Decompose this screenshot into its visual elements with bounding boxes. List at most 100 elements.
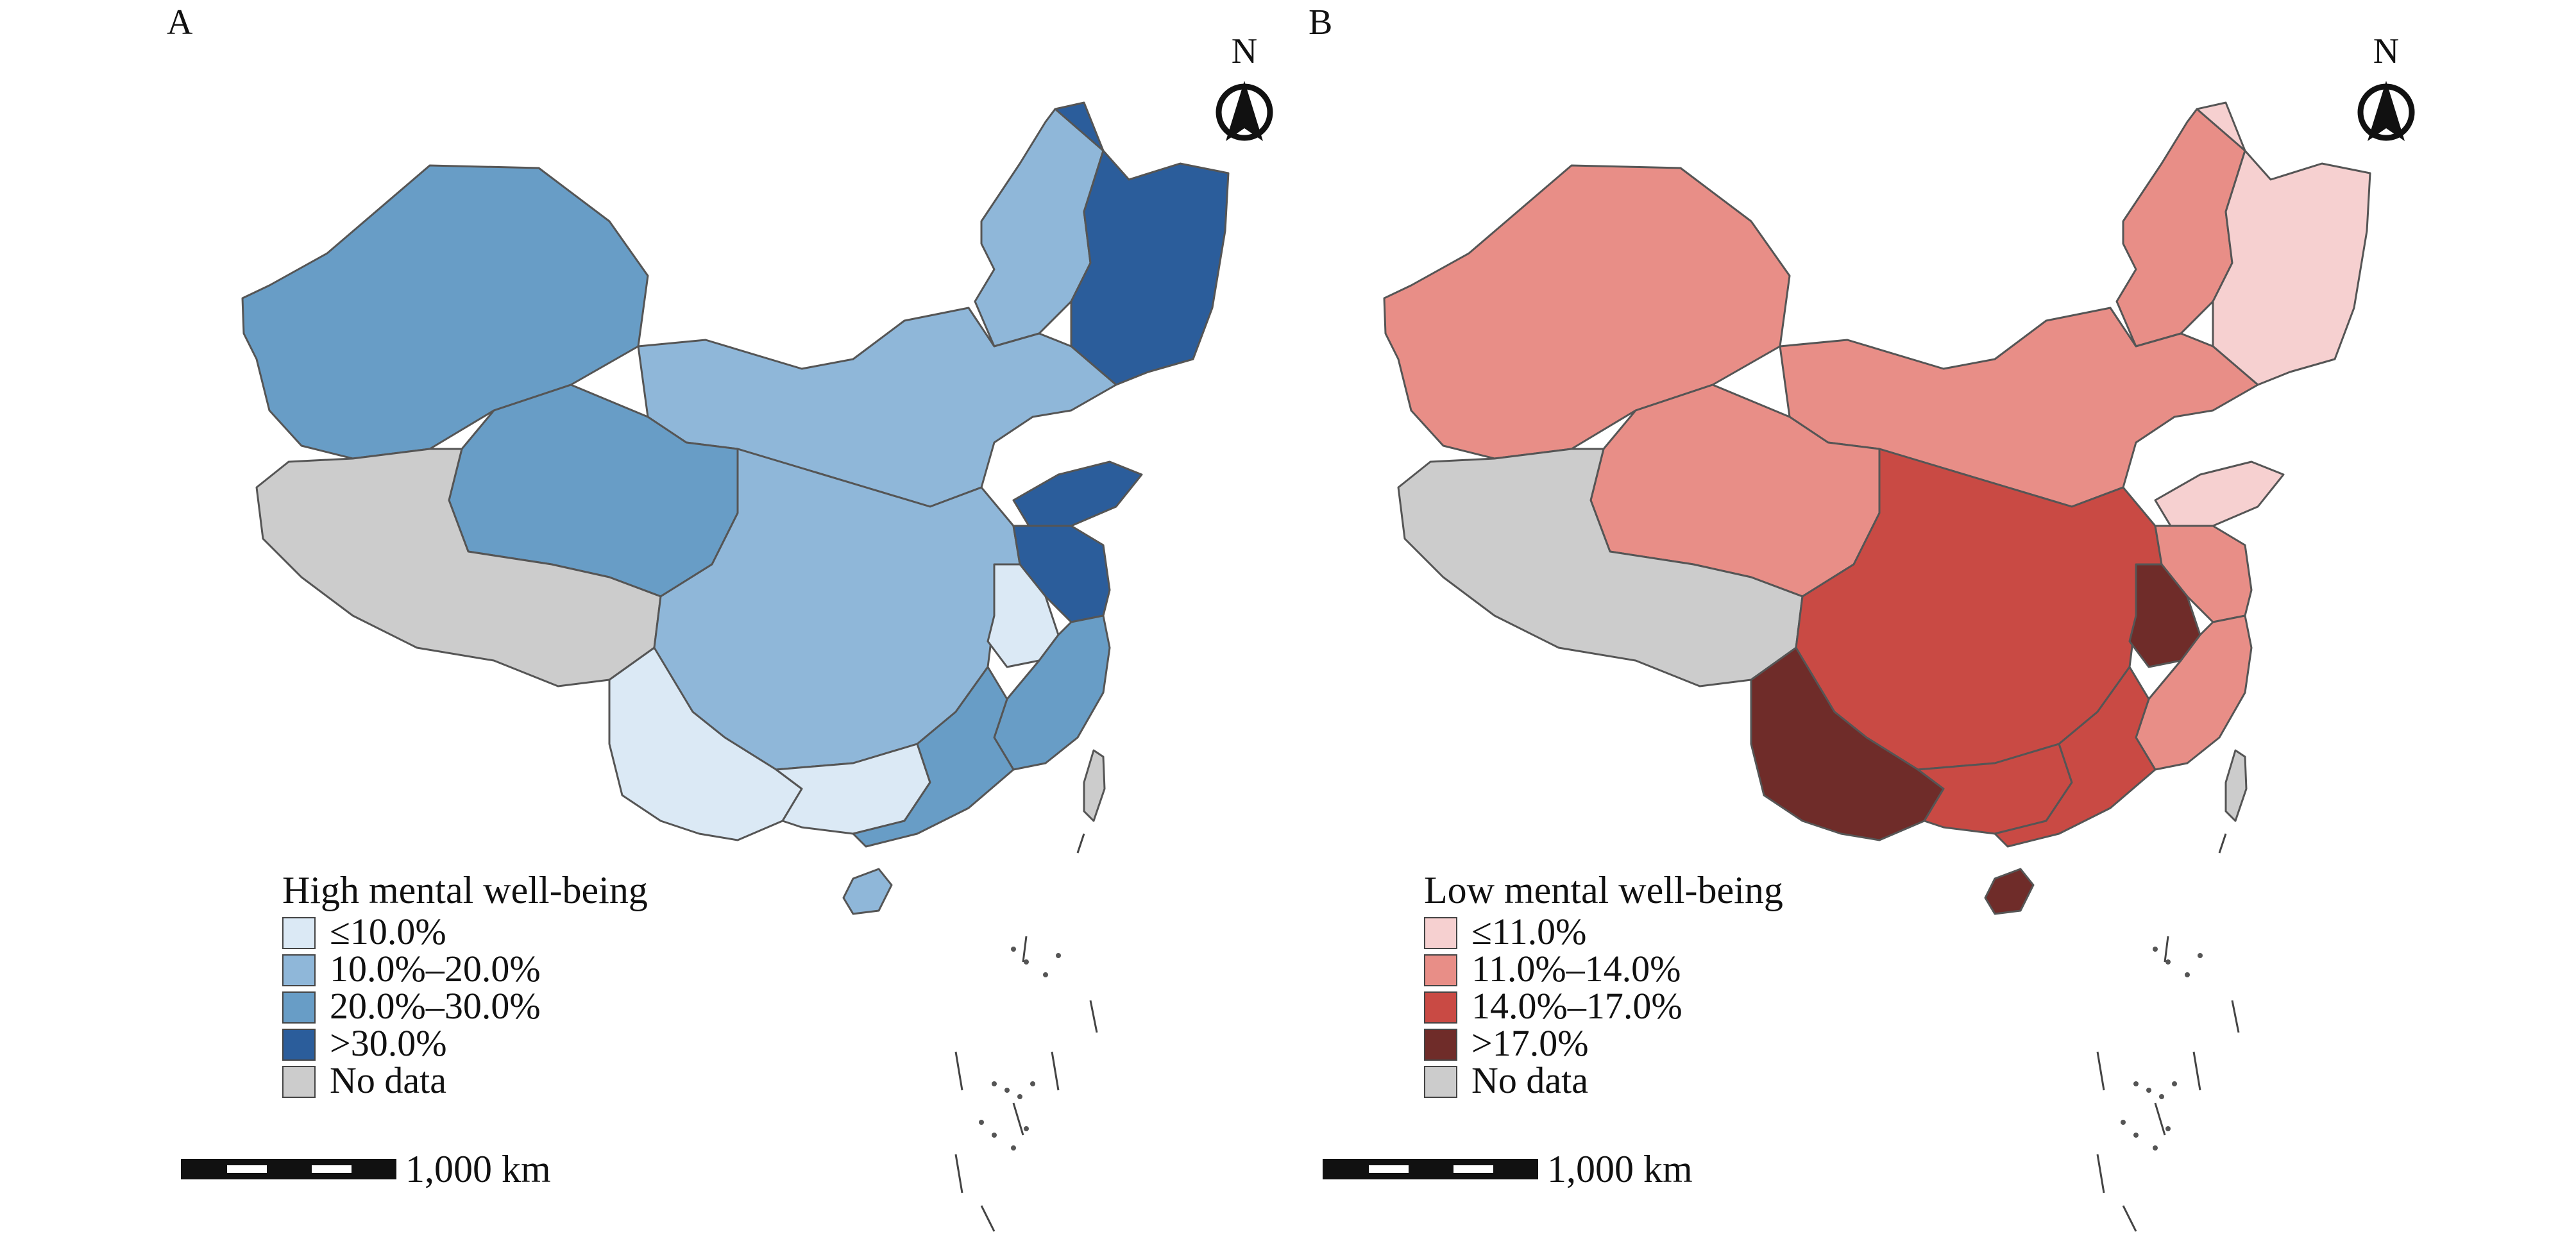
legend-swatch bbox=[282, 1029, 316, 1061]
legend-swatch bbox=[282, 917, 316, 949]
legend-label: No data bbox=[330, 1059, 446, 1101]
boundary-dash bbox=[2096, 1051, 2105, 1091]
scale-bar: 1,000 km bbox=[181, 1148, 630, 1190]
scale-bar-segment bbox=[1453, 1165, 1493, 1173]
legend-item: No data bbox=[1424, 1059, 1783, 1101]
boundary-dash bbox=[954, 1154, 963, 1193]
island-dot bbox=[1024, 959, 1029, 965]
scale-bar-graphic bbox=[181, 1159, 396, 1179]
legend-label: ≤10.0% bbox=[330, 911, 446, 952]
legend-label: 14.0%–17.0% bbox=[1471, 985, 1682, 1027]
island-dot bbox=[2133, 1081, 2139, 1086]
panel-a: A N High mental well-being ≤10.0% 10.0%–… bbox=[160, 0, 1315, 1248]
region-shandong bbox=[2154, 460, 2285, 534]
legend-swatch bbox=[1424, 1066, 1457, 1098]
island-dot bbox=[2133, 1133, 2139, 1138]
south-china-sea-islands bbox=[954, 833, 1098, 1232]
island-dot bbox=[2185, 972, 2190, 977]
legend-item: >17.0% bbox=[1424, 1022, 1783, 1064]
scale-bar-label: 1,000 km bbox=[1547, 1148, 1693, 1190]
legend-swatch bbox=[282, 954, 316, 986]
region-hainan bbox=[1984, 868, 2035, 915]
island-dot bbox=[1030, 1081, 1035, 1086]
island-dot bbox=[2153, 947, 2158, 952]
legend-swatch bbox=[282, 991, 316, 1024]
island-dot bbox=[2146, 1088, 2151, 1093]
boundary-dash bbox=[2122, 1205, 2137, 1232]
north-arrow: N bbox=[1209, 31, 1280, 153]
legend-label: >17.0% bbox=[1471, 1022, 1589, 1064]
choropleth-map bbox=[241, 101, 1230, 1232]
boundary-dash bbox=[1089, 1000, 1098, 1033]
panel-label: A bbox=[167, 3, 193, 42]
legend-title: High mental well-being bbox=[282, 869, 648, 911]
province-group bbox=[241, 101, 1230, 915]
boundary-dash bbox=[2096, 1154, 2105, 1193]
region-guangdong bbox=[1994, 666, 2157, 848]
island-dot bbox=[1024, 1126, 1029, 1131]
legend-item: 10.0%–20.0% bbox=[282, 949, 648, 989]
legend-label: ≤11.0% bbox=[1471, 911, 1587, 952]
boundary-dash bbox=[980, 1205, 996, 1232]
south-china-sea-islands bbox=[2096, 833, 2240, 1232]
island-dot bbox=[2159, 1094, 2164, 1099]
scale-bar-label: 1,000 km bbox=[405, 1148, 551, 1190]
region-taiwan bbox=[1083, 749, 1106, 822]
region-northeast bbox=[2196, 101, 2371, 386]
island-dot bbox=[2165, 1126, 2171, 1131]
boundary-dash bbox=[2164, 936, 2169, 963]
boundary-dash bbox=[954, 1051, 963, 1091]
island-dot bbox=[1056, 953, 1061, 958]
legend-swatch bbox=[1424, 1029, 1457, 1061]
province-group bbox=[1383, 101, 2371, 915]
boundary-dash bbox=[1012, 1102, 1024, 1136]
scale-bar-segment bbox=[227, 1165, 267, 1173]
island-dot bbox=[1043, 972, 1048, 977]
region-southwest bbox=[608, 646, 803, 841]
region-southwest bbox=[1750, 646, 1945, 841]
island-dot bbox=[992, 1133, 997, 1138]
boundary-dash bbox=[1076, 833, 1085, 854]
legend-item: 11.0%–14.0% bbox=[1424, 948, 1783, 990]
legend-item: >30.0% bbox=[282, 1024, 648, 1063]
scale-bar-segment bbox=[1369, 1165, 1409, 1173]
boundary-dash bbox=[1051, 1051, 1060, 1091]
north-arrow: N bbox=[2351, 31, 2421, 153]
legend-label: No data bbox=[1471, 1059, 1588, 1101]
legend: Low mental well-being ≤11.0% 11.0%–14.0%… bbox=[1424, 867, 1783, 1101]
region-hainan bbox=[842, 868, 893, 915]
legend-swatch bbox=[1424, 917, 1457, 949]
scale-bar: 1,000 km bbox=[1323, 1148, 1772, 1190]
legend-item: 20.0%–30.0% bbox=[282, 985, 648, 1027]
north-letter: N bbox=[1231, 31, 1258, 71]
north-arrow-icon bbox=[2357, 81, 2415, 141]
legend-swatch bbox=[1424, 954, 1457, 986]
panel-label: B bbox=[1309, 3, 1333, 42]
legend-item: 14.0%–17.0% bbox=[1424, 985, 1783, 1027]
island-dot bbox=[979, 1120, 984, 1125]
boundary-dash bbox=[1022, 936, 1028, 963]
island-dot bbox=[2153, 1145, 2158, 1151]
island-dot bbox=[1011, 1145, 1016, 1151]
legend-item: No data bbox=[282, 1059, 648, 1101]
island-dot bbox=[1004, 1088, 1010, 1093]
north-arrow-icon bbox=[1216, 81, 1273, 141]
island-dot bbox=[2172, 1081, 2177, 1086]
scale-bar-segment bbox=[312, 1165, 352, 1173]
legend-item: ≤10.0% bbox=[282, 911, 648, 952]
region-shandong bbox=[1012, 460, 1143, 534]
boundary-dash bbox=[2231, 1000, 2240, 1033]
island-dot bbox=[1017, 1094, 1022, 1099]
island-dot bbox=[2121, 1120, 2126, 1125]
island-dot bbox=[2198, 953, 2203, 958]
legend-swatch bbox=[1424, 991, 1457, 1024]
choropleth-map bbox=[1383, 101, 2371, 1232]
legend-item: ≤11.0% bbox=[1424, 911, 1783, 952]
legend-label: 20.0%–30.0% bbox=[330, 985, 541, 1027]
region-guangdong bbox=[852, 666, 1015, 848]
legend-label: 11.0%–14.0% bbox=[1471, 948, 1681, 990]
north-letter: N bbox=[2373, 31, 2400, 71]
boundary-dash bbox=[2154, 1102, 2166, 1136]
region-taiwan bbox=[2224, 749, 2248, 822]
legend-swatch bbox=[282, 1066, 316, 1098]
